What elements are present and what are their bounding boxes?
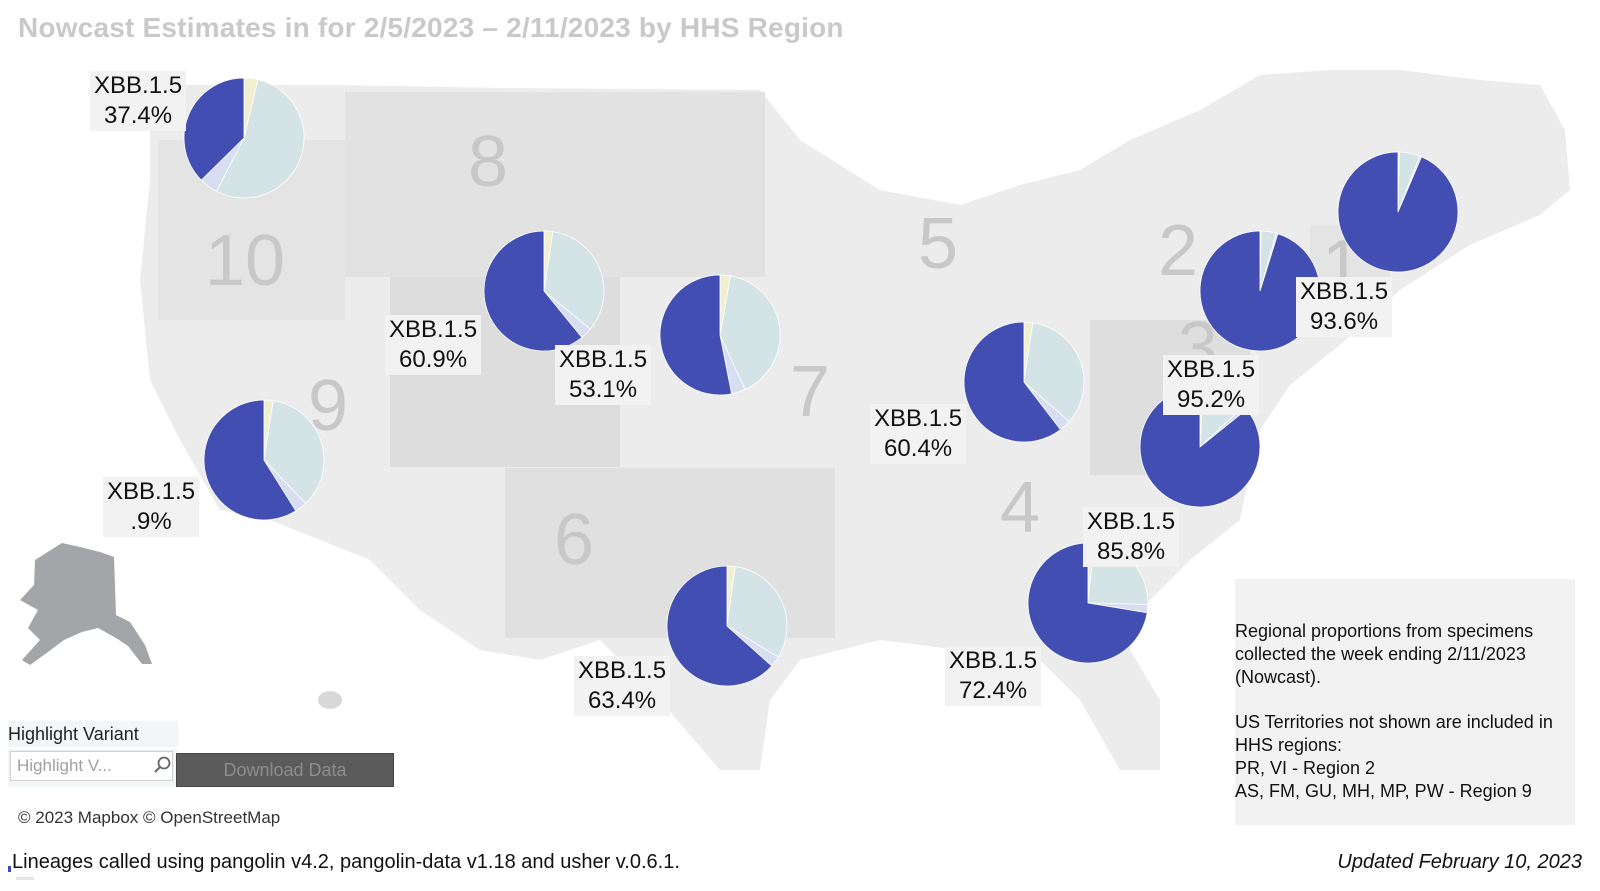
pie-label-percent: 60.9% <box>399 346 468 373</box>
pie-label-region-1: XBB.1.5 93.6% <box>1296 277 1393 337</box>
info-text-region9: AS, FM, GU, MH, MP, PW - Region 9 <box>1235 781 1532 801</box>
pie-slice-xbb15[interactable] <box>1027 542 1148 664</box>
pie-label-variant: XBB.1.5 <box>1167 356 1256 383</box>
pie-label-variant: XBB.1.5 <box>1087 508 1176 535</box>
pie-slice-other[interactable] <box>719 275 781 391</box>
map-attribution[interactable]: © 2023 Mapbox © OpenStreetMap <box>18 808 281 827</box>
download-data-button[interactable]: Download Data <box>176 753 394 787</box>
lineage-footnote: Lineages called using pangolin v4.2, pan… <box>12 851 680 873</box>
pie-slice-other[interactable] <box>263 400 325 504</box>
pie-label-region-10: XBB.1.5 37.4% <box>90 71 187 131</box>
pie-slice-xbb15[interactable] <box>203 399 297 521</box>
footer-underline <box>16 877 34 880</box>
hawaii-shape <box>318 691 342 709</box>
highlight-variant-input[interactable] <box>10 751 173 781</box>
info-text-territories: US Territories not shown are included in… <box>1235 712 1553 755</box>
pie-slice-xbb15[interactable] <box>963 321 1062 443</box>
pie-slice-xbb15[interactable] <box>183 77 245 181</box>
pie-slice-xbb15[interactable] <box>666 565 773 687</box>
region-number-2: 2 <box>1158 211 1198 291</box>
pie-label-region-9: XBB.1.5 .9% <box>103 477 200 537</box>
pie-label-variant: XBB.1.5 <box>578 657 667 684</box>
footer-marker <box>8 866 11 872</box>
region-number-5: 5 <box>918 204 958 284</box>
pie-label-percent: 85.8% <box>1097 538 1166 565</box>
pie-label-region-7: XBB.1.5 53.1% <box>555 345 652 405</box>
pie-label-percent: 63.4% <box>588 687 657 714</box>
info-text-region2: PR, VI - Region 2 <box>1235 758 1376 778</box>
page-title: Nowcast Estimates in for 2/5/2023 – 2/11… <box>18 12 844 43</box>
pie-label-variant: XBB.1.5 <box>389 316 478 343</box>
pie-label-region-3: XBB.1.5 85.8% <box>1083 507 1180 567</box>
region-number-4: 4 <box>1000 468 1040 548</box>
pie-label-variant: XBB.1.5 <box>874 405 963 432</box>
pie-label-percent: 60.4% <box>884 435 953 462</box>
pie-label-region-6: XBB.1.5 63.4% <box>574 656 671 716</box>
highlight-variant-label: Highlight Variant <box>8 721 178 747</box>
pie-slice-other[interactable] <box>726 566 788 658</box>
region-number-7: 7 <box>790 352 830 432</box>
pie-slice-other[interactable] <box>543 231 605 330</box>
pie-slice-xbb15[interactable] <box>1199 230 1321 352</box>
pie-slice-xbb15[interactable] <box>659 274 733 396</box>
pie-label-percent: .9% <box>130 508 172 535</box>
pie-label-variant: XBB.1.5 <box>107 478 196 505</box>
info-text-nowcast: Regional proportions from specimens coll… <box>1235 621 1534 687</box>
updated-date: Updated February 10, 2023 <box>1337 851 1582 873</box>
pie-label-percent: 95.2% <box>1177 386 1246 413</box>
pie-label-percent: 93.6% <box>1310 308 1379 335</box>
pie-label-variant: XBB.1.5 <box>559 346 648 373</box>
pie-slice-xbb15[interactable] <box>1337 151 1459 273</box>
pie-label-percent: 37.4% <box>104 102 173 129</box>
pie-label-variant: XBB.1.5 <box>949 647 1038 674</box>
region-number-8: 8 <box>468 122 508 202</box>
info-box: Regional proportions from specimens coll… <box>1235 579 1575 825</box>
region-number-10: 10 <box>205 221 285 301</box>
pie-label-percent: 53.1% <box>569 376 638 403</box>
pie-label-region-4: XBB.1.5 72.4% <box>945 646 1042 706</box>
alaska-shape <box>20 543 152 665</box>
pie-slice-other[interactable] <box>1023 322 1085 423</box>
search-icon[interactable] <box>152 754 174 776</box>
pie-slice-other[interactable] <box>215 79 305 199</box>
pie-label-percent: 72.4% <box>959 677 1028 704</box>
pie-label-region-2: XBB.1.5 95.2% <box>1163 355 1260 415</box>
pie-label-variant: XBB.1.5 <box>94 72 183 99</box>
pie-label-region-5: XBB.1.5 60.4% <box>870 404 967 464</box>
pie-chart-layer <box>183 77 1459 687</box>
pie-label-region-8: XBB.1.5 60.9% <box>385 315 482 375</box>
pie-slice-xbb15[interactable] <box>1139 386 1261 508</box>
region-number-6: 6 <box>554 500 594 580</box>
pie-label-variant: XBB.1.5 <box>1300 278 1389 305</box>
